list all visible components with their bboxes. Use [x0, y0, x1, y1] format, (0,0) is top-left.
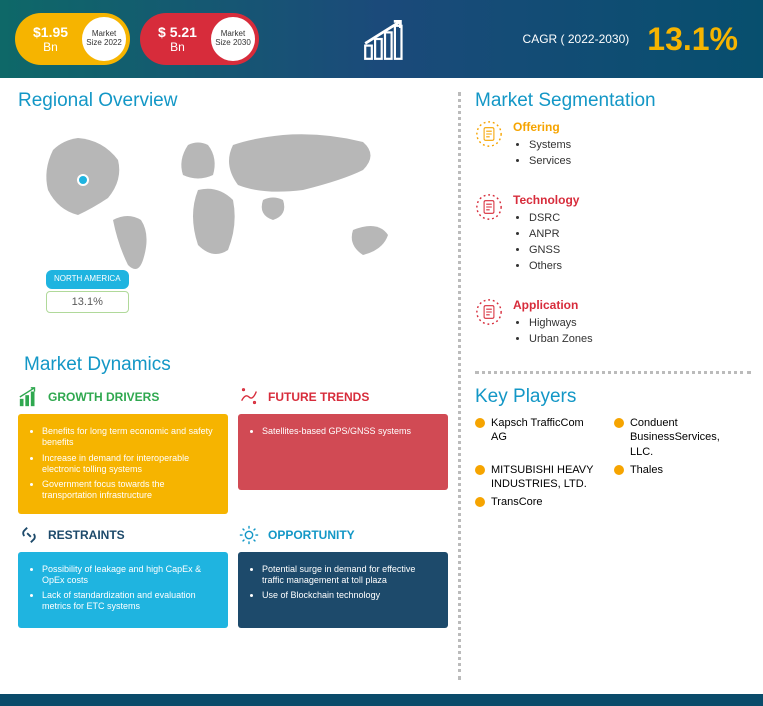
dynamics-item: Lack of standardization and evaluation m…: [42, 590, 218, 613]
dynamics-item: Increase in demand for interoperable ele…: [42, 453, 218, 476]
region-name: NORTH AMERICA: [46, 270, 129, 289]
bullet-icon: [475, 418, 485, 428]
segmentation-icon: [475, 193, 503, 221]
key-player-item: Kapsch TrafficCom AG: [475, 416, 602, 459]
dynamics-body: Possibility of leakage and high CapEx & …: [18, 552, 228, 628]
segmentation-item: Systems: [529, 139, 571, 151]
segmentation-item: GNSS: [529, 244, 579, 256]
pill1-value: $1.95: [33, 24, 68, 40]
segmentation-label: Application: [513, 298, 593, 312]
regional-title: Regional Overview: [18, 90, 448, 112]
key-player-name: Kapsch TrafficCom AG: [491, 416, 602, 445]
market-size-2030-pill: $ 5.21Bn MarketSize 2030: [140, 13, 259, 65]
dynamics-item: Benefits for long term economic and safe…: [42, 426, 218, 449]
growth-chart-icon: [363, 17, 407, 61]
key-player-item: Thales: [614, 463, 741, 492]
key-player-item: TransCore: [475, 495, 602, 509]
footer-bar: [0, 694, 763, 706]
header-bar: $1.95Bn MarketSize 2022 $ 5.21Bn MarketS…: [0, 0, 763, 78]
segmentation-group: Application Highways Urban Zones: [475, 298, 751, 349]
bullet-icon: [614, 465, 624, 475]
key-player-item: Conduent BusinessServices, LLC.: [614, 416, 741, 459]
key-player-name: Thales: [630, 463, 663, 477]
horizontal-divider: [475, 371, 751, 374]
dynamics-cell: OPPORTUNITY Potential surge in demand for…: [238, 524, 448, 628]
segmentation-icon: [475, 298, 503, 326]
bullet-icon: [614, 418, 624, 428]
cagr-label: CAGR ( 2022-2030): [523, 32, 630, 46]
dynamics-head: RESTRAINTS: [48, 528, 125, 542]
key-player-name: MITSUBISHI HEAVY INDUSTRIES, LTD.: [491, 463, 602, 492]
dynamics-cell: RESTRAINTS Possibility of leakage and hig…: [18, 524, 228, 628]
segmentation-item: DSRC: [529, 212, 579, 224]
segmentation-item: Services: [529, 155, 571, 167]
dynamics-item: Satellites-based GPS/GNSS systems: [262, 426, 438, 437]
segmentation-item: Urban Zones: [529, 333, 593, 345]
dynamics-head: GROWTH DRIVERS: [48, 390, 159, 404]
pill2-badge: MarketSize 2030: [211, 17, 255, 61]
pill1-unit: Bn: [43, 40, 58, 54]
key-player-item: MITSUBISHI HEAVY INDUSTRIES, LTD.: [475, 463, 602, 492]
segmentation-title: Market Segmentation: [475, 90, 751, 112]
segmentation-item: Others: [529, 260, 579, 272]
world-map: NORTH AMERICA 13.1%: [18, 120, 448, 320]
region-callout: NORTH AMERICA 13.1%: [46, 270, 129, 313]
key-player-name: TransCore: [491, 495, 543, 509]
dynamics-head: FUTURE TRENDS: [268, 390, 369, 404]
pill2-value: $ 5.21: [158, 24, 197, 40]
dynamics-title: Market Dynamics: [24, 354, 448, 376]
dynamics-cell: GROWTH DRIVERS Benefits for long term eco…: [18, 386, 228, 514]
segmentation-item: Highways: [529, 317, 593, 329]
bullet-icon: [475, 497, 485, 507]
dynamics-item: Use of Blockchain technology: [262, 590, 438, 601]
dynamics-body: Satellites-based GPS/GNSS systems: [238, 414, 448, 490]
segmentation-group: Technology DSRC ANPR GNSS Others: [475, 193, 751, 276]
key-players-title: Key Players: [475, 386, 751, 408]
dynamics-item: Government focus towards the transportat…: [42, 479, 218, 502]
dynamics-grid: GROWTH DRIVERS Benefits for long term eco…: [18, 386, 448, 628]
market-size-2022-pill: $1.95Bn MarketSize 2022: [15, 13, 130, 65]
dynamics-body: Benefits for long term economic and safe…: [18, 414, 228, 514]
segmentation-icon: [475, 120, 503, 148]
pill1-badge: MarketSize 2022: [82, 17, 126, 61]
dynamics-head: OPPORTUNITY: [268, 528, 355, 542]
dynamics-item: Potential surge in demand for effective …: [262, 564, 438, 587]
dynamics-item: Possibility of leakage and high CapEx & …: [42, 564, 218, 587]
segmentation-item: ANPR: [529, 228, 579, 240]
segmentation-label: Offering: [513, 120, 571, 134]
pill2-unit: Bn: [170, 40, 185, 54]
dynamics-cell: FUTURE TRENDS Satellites-based GPS/GNSS s…: [238, 386, 448, 514]
segmentation-group: Offering Systems Services: [475, 120, 751, 171]
region-pct: 13.1%: [46, 291, 129, 313]
dynamics-body: Potential surge in demand for effective …: [238, 552, 448, 628]
segmentation-label: Technology: [513, 193, 579, 207]
bullet-icon: [475, 465, 485, 475]
key-player-name: Conduent BusinessServices, LLC.: [630, 416, 741, 459]
cagr-value: 13.1%: [647, 21, 738, 58]
